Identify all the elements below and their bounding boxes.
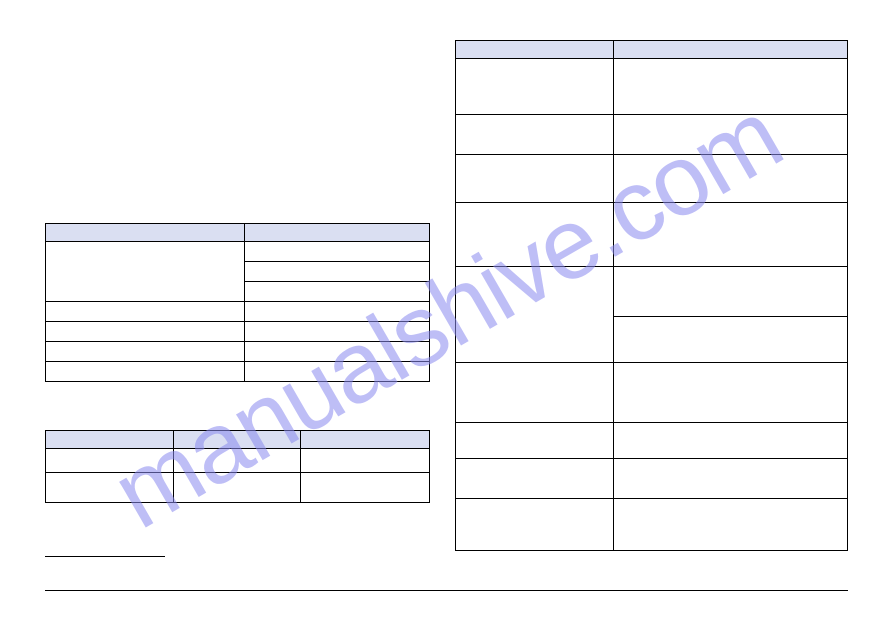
table-header-row [46,224,430,242]
table-cell [301,449,430,473]
table-cell [456,155,614,203]
table-cell [456,459,614,499]
table-cell [46,342,245,362]
table-cell [456,499,614,551]
table-cell [456,423,614,459]
table-cell [245,322,430,342]
table-cell [245,282,430,302]
table-cell [245,242,430,262]
table-cell [46,449,174,473]
table-header [301,431,430,449]
table-row [456,363,848,423]
table3-body [456,59,848,551]
table-cell [613,423,847,459]
table-row [46,242,430,262]
table-row [456,155,848,203]
table-row [46,449,430,473]
table-cell [613,499,847,551]
table-row [456,499,848,551]
table-row [46,473,430,503]
table-cell [456,363,614,423]
table-cell [456,203,614,267]
table-header [613,41,847,59]
document-page: manualshive.com [0,0,893,629]
table-header [456,41,614,59]
table-header-row [46,431,430,449]
table-row [456,267,848,317]
table-cell [46,302,245,322]
table-cell [245,302,430,322]
table-cell [245,342,430,362]
table-cell [613,267,847,317]
table-cell [456,115,614,155]
table-row [456,423,848,459]
table-cell [46,362,245,382]
table-cell [456,267,614,363]
table-header [46,431,174,449]
table-cell [173,449,301,473]
table-row [46,362,430,382]
table-row [456,115,848,155]
table-row [46,322,430,342]
table-cell [613,363,847,423]
table-cell [613,59,847,115]
table2-body [46,449,430,503]
table-cell [46,242,245,302]
table-row [46,302,430,322]
table-header [173,431,301,449]
footnote-rule [45,556,165,557]
table-cell [245,362,430,382]
table-header-row [456,41,848,59]
table-row [456,459,848,499]
table1-body [46,242,430,382]
specifications-table-left-upper [45,223,430,382]
table-cell [46,322,245,342]
table-cell [456,59,614,115]
table-cell [301,473,430,503]
table-cell [245,262,430,282]
table-header [46,224,245,242]
specifications-table-right [455,40,848,551]
table-header [245,224,430,242]
table-cell [613,459,847,499]
table-row [456,59,848,115]
table-cell [613,115,847,155]
table-cell [613,317,847,363]
table-cell [613,155,847,203]
table-cell [613,203,847,267]
table-row [456,203,848,267]
specifications-table-left-lower [45,430,430,503]
table-cell [173,473,301,503]
table-cell [46,473,174,503]
footer-rule [45,590,848,591]
table-row [46,342,430,362]
